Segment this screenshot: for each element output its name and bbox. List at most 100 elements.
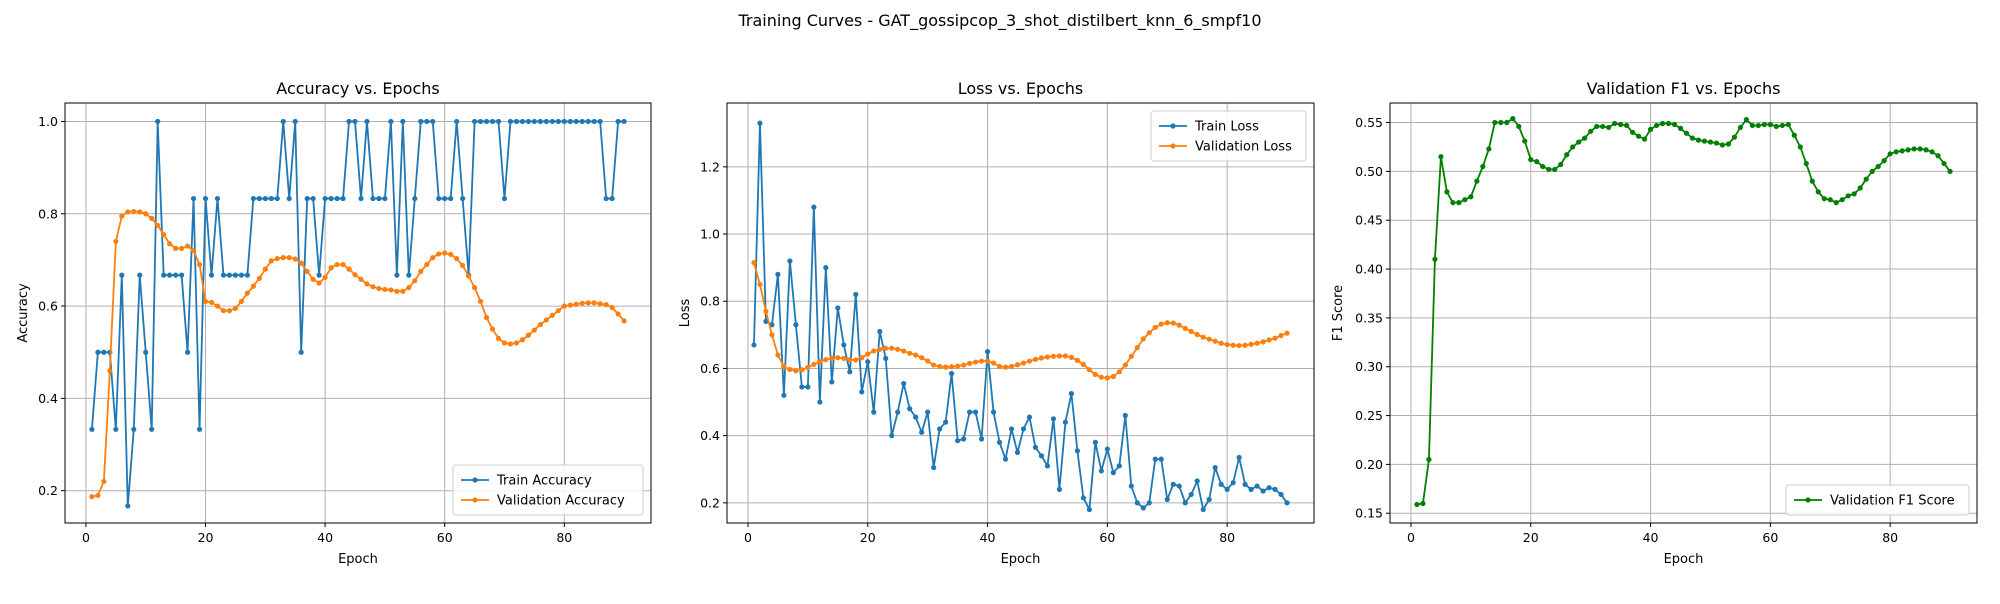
data-point bbox=[406, 285, 412, 291]
data-point bbox=[119, 213, 125, 219]
data-point bbox=[1164, 320, 1170, 326]
y-tick-label: 0.8 bbox=[700, 294, 720, 309]
data-point bbox=[89, 426, 95, 432]
data-point bbox=[1929, 149, 1935, 155]
data-point bbox=[328, 195, 334, 202]
data-point bbox=[859, 389, 865, 395]
data-point bbox=[442, 195, 448, 202]
data-point bbox=[1665, 120, 1672, 127]
data-point bbox=[1062, 353, 1069, 359]
data-point bbox=[525, 118, 532, 125]
data-point bbox=[250, 283, 256, 289]
data-point bbox=[334, 261, 340, 268]
data-point bbox=[400, 118, 406, 125]
data-point bbox=[1092, 439, 1098, 445]
y-axis-label: Loss bbox=[678, 299, 693, 328]
data-point bbox=[1414, 501, 1420, 508]
data-point bbox=[256, 275, 262, 281]
data-point bbox=[214, 195, 221, 202]
data-point bbox=[1785, 121, 1791, 128]
data-point bbox=[621, 118, 627, 125]
data-point bbox=[412, 278, 418, 284]
plot-frame bbox=[726, 102, 1315, 524]
data-point bbox=[972, 409, 979, 415]
data-point bbox=[1260, 339, 1266, 345]
data-point bbox=[1218, 481, 1224, 487]
x-tick-label: 20 bbox=[198, 530, 214, 545]
data-point bbox=[787, 366, 793, 373]
data-point bbox=[1134, 500, 1140, 506]
data-point bbox=[507, 118, 514, 125]
data-point bbox=[286, 195, 292, 202]
data-point bbox=[561, 303, 567, 309]
data-point bbox=[1266, 337, 1272, 343]
y-axis-label: Accuracy bbox=[16, 283, 31, 343]
data-point bbox=[1618, 121, 1624, 128]
data-point bbox=[949, 364, 955, 370]
data-point bbox=[913, 414, 919, 420]
data-point bbox=[925, 409, 931, 415]
chart-title: Loss vs. Epochs bbox=[958, 79, 1083, 98]
data-point bbox=[226, 308, 233, 314]
data-point bbox=[603, 195, 609, 202]
data-point bbox=[919, 429, 925, 435]
y-tick-label: 0.6 bbox=[38, 299, 58, 314]
data-point bbox=[555, 308, 561, 314]
data-point bbox=[1839, 197, 1845, 203]
legend-box bbox=[452, 464, 644, 516]
data-point bbox=[615, 311, 621, 317]
y-tick-label: 1.0 bbox=[38, 114, 58, 129]
data-point bbox=[370, 284, 376, 290]
data-point bbox=[978, 436, 985, 442]
data-point bbox=[1695, 137, 1702, 143]
data-point bbox=[1606, 124, 1612, 131]
data-point bbox=[1128, 353, 1134, 359]
data-point bbox=[1032, 356, 1039, 362]
data-point bbox=[238, 272, 244, 278]
data-point bbox=[95, 492, 101, 498]
data-point bbox=[949, 370, 955, 377]
data-point bbox=[1098, 468, 1104, 474]
data-point bbox=[769, 332, 775, 338]
data-point bbox=[190, 248, 197, 254]
data-point bbox=[823, 357, 829, 363]
data-point bbox=[1857, 185, 1863, 191]
data-point bbox=[1188, 328, 1194, 335]
data-point bbox=[1116, 463, 1122, 469]
data-point bbox=[1653, 122, 1660, 129]
x-tick-label: 80 bbox=[1219, 530, 1235, 545]
data-point bbox=[549, 312, 555, 318]
data-point bbox=[143, 211, 149, 217]
data-point bbox=[1797, 144, 1803, 150]
data-point bbox=[1659, 120, 1666, 127]
data-point bbox=[1677, 125, 1684, 131]
data-point bbox=[1875, 163, 1881, 170]
data-point bbox=[143, 349, 149, 355]
data-point bbox=[418, 118, 424, 125]
data-point bbox=[591, 118, 597, 125]
data-point bbox=[131, 208, 137, 215]
data-point bbox=[155, 222, 161, 228]
data-point bbox=[1248, 486, 1254, 492]
data-point bbox=[1212, 464, 1218, 471]
data-point bbox=[460, 195, 466, 202]
data-point bbox=[597, 118, 603, 125]
data-point bbox=[274, 255, 280, 262]
data-point bbox=[543, 317, 549, 323]
data-point bbox=[388, 118, 394, 125]
data-point bbox=[1206, 336, 1212, 342]
data-point bbox=[454, 118, 460, 125]
data-point bbox=[1026, 414, 1033, 420]
data-point bbox=[436, 251, 442, 257]
x-tick-label: 40 bbox=[317, 530, 333, 545]
data-point bbox=[1086, 506, 1092, 513]
data-point bbox=[1480, 163, 1486, 170]
data-point bbox=[1152, 456, 1158, 462]
data-point bbox=[1504, 119, 1510, 126]
data-point bbox=[841, 342, 847, 348]
data-point bbox=[1014, 449, 1021, 456]
data-point bbox=[853, 291, 859, 298]
x-tick-label: 40 bbox=[980, 530, 996, 545]
data-point bbox=[316, 280, 322, 286]
